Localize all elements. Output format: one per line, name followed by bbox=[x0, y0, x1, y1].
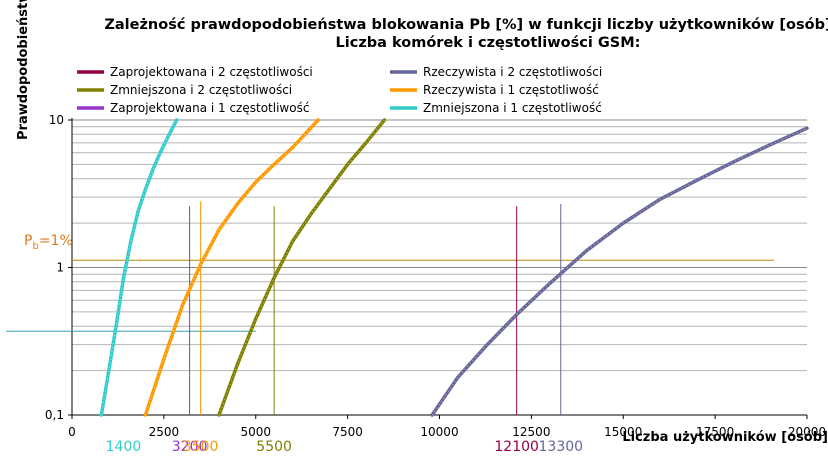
series-line bbox=[430, 126, 809, 417]
reference-lines-layer bbox=[6, 201, 774, 415]
series-line-texture bbox=[431, 127, 808, 416]
x-tick-label: 0 bbox=[68, 425, 76, 439]
y-tick-label: 10 bbox=[49, 113, 64, 127]
marker-label: 3200 bbox=[172, 439, 208, 455]
x-tick-label: 7500 bbox=[332, 425, 363, 439]
grid-layer bbox=[72, 119, 807, 416]
axes-layer: 0 2500 5000 7500 10000 12500 15000 17500 20000 0,… bbox=[45, 113, 826, 439]
series-line bbox=[99, 118, 179, 417]
legend-label: Zaprojektowana i 1 częstotliwość bbox=[110, 101, 309, 115]
marker-label: 13300 bbox=[539, 439, 584, 455]
x-axis-label: Liczba użytkowników [osób] bbox=[622, 430, 828, 445]
x-tick-label: 12500 bbox=[512, 425, 550, 439]
y-tick-label: 1 bbox=[56, 261, 64, 275]
series-layer bbox=[99, 118, 809, 417]
marker-label: 12100 bbox=[494, 439, 539, 455]
legend: Zaprojektowana i 2 częstotliwości Rzeczyw… bbox=[77, 65, 602, 115]
marker-label: 3500 bbox=[183, 439, 219, 455]
series-line bbox=[217, 118, 387, 417]
series-line bbox=[143, 118, 320, 417]
legend-label: Zaprojektowana i 2 częstotliwości bbox=[110, 65, 313, 79]
chart-subtitle: Liczba komórek i częstotliwości GSM: bbox=[336, 35, 641, 51]
legend-label: Rzeczywista i 2 częstotliwości bbox=[423, 65, 602, 79]
threshold-label: Pb=1% bbox=[24, 233, 73, 252]
x-tick-label: 17500 bbox=[696, 425, 734, 439]
marker-label: 1400 bbox=[106, 439, 142, 455]
x-tick-label: 2500 bbox=[149, 425, 180, 439]
x-tick-label: 10000 bbox=[420, 425, 458, 439]
marker-label: 5500 bbox=[256, 439, 292, 455]
x-tick-label: 20000 bbox=[788, 425, 826, 439]
legend-label: Zmniejszona i 1 częstotliwość bbox=[423, 101, 602, 115]
y-tick-label: 0,1 bbox=[45, 408, 64, 422]
y-axis-label: Prawdopodobieństwo bbox=[16, 0, 31, 140]
legend-label: Zmniejszona i 2 częstotliwości bbox=[110, 83, 292, 97]
chart-title: Zależność prawdopodobieństwa blokowania … bbox=[104, 17, 828, 33]
legend-label: Rzeczywista i 1 częstotliwość bbox=[423, 83, 599, 97]
x-tick-label: 15000 bbox=[604, 425, 642, 439]
x-tick-label: 5000 bbox=[240, 425, 271, 439]
